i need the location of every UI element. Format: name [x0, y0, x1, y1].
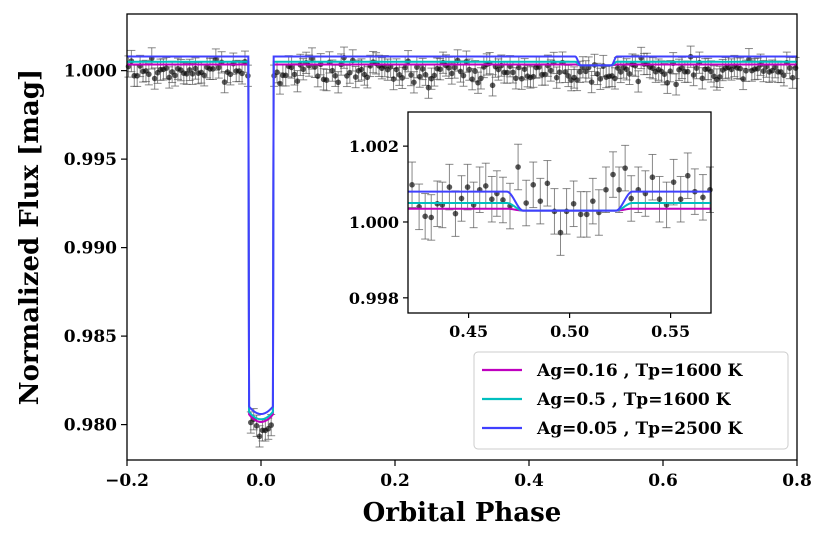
data-point — [718, 58, 727, 82]
inset-data-point — [698, 174, 707, 221]
y-axis-label: Normalized Flux [mag] — [15, 69, 45, 405]
inset-data-point — [536, 177, 545, 225]
inset-data-point — [588, 177, 597, 225]
data-point — [171, 64, 180, 87]
inset-data-point — [498, 176, 507, 224]
inset-data-point — [487, 175, 496, 223]
inset-data-point — [676, 175, 685, 223]
inset-data-point — [438, 181, 447, 229]
inset-data-point — [457, 175, 466, 222]
inset-axis-ticks: 0.45 0.50 0.55 0.998 1.000 1.002 — [349, 137, 690, 341]
inset-data-point — [543, 160, 552, 207]
data-point — [363, 66, 372, 89]
inset-data-point — [609, 151, 618, 198]
y-tick-label: 0.990 — [64, 239, 117, 259]
inset-data-point — [621, 144, 630, 192]
inset-data-point — [421, 193, 430, 240]
data-point — [255, 425, 264, 448]
inset-background — [408, 112, 711, 313]
inset-data-point — [582, 191, 591, 238]
inset-data-point — [655, 175, 664, 223]
model-line-series-1 — [127, 63, 797, 423]
inset-plot-data — [408, 143, 714, 256]
legend-entry-label: Ag=0.05 , Tp=2500 K — [536, 419, 743, 439]
data-point — [552, 66, 561, 89]
inset-data-point — [615, 166, 624, 213]
data-point — [409, 71, 418, 94]
inset-data-point — [529, 161, 538, 209]
y-tick-label: 0.985 — [64, 327, 117, 347]
inset-model-line-series-3 — [408, 190, 711, 212]
data-point — [546, 59, 555, 82]
inset-y-tick-label: 0.998 — [349, 289, 399, 308]
inset-panel: 0.45 0.50 0.55 0.998 1.000 1.002 — [349, 111, 714, 341]
data-point — [779, 64, 788, 87]
y-tick-label: 0.995 — [64, 150, 117, 170]
data-point — [211, 48, 220, 71]
inset-y-tick-label: 1.002 — [349, 137, 399, 156]
inset-data-point — [669, 158, 678, 206]
inset-data-point — [576, 191, 585, 238]
inset-x-tick-label: 0.50 — [550, 322, 589, 341]
inset-data-point — [506, 182, 515, 230]
data-point — [715, 65, 724, 89]
data-point — [150, 67, 159, 90]
inset-data-point — [601, 166, 610, 213]
inset-data-point — [569, 180, 578, 228]
data-point — [144, 63, 153, 86]
model-line-series-2 — [127, 60, 797, 421]
legend-entry-label: Ag=0.5 , Tp=1600 K — [536, 390, 732, 410]
inset-data-point — [522, 179, 531, 227]
legend-entry-label: Ag=0.16 , Tp=1600 K — [536, 361, 743, 381]
inset-axes-frame — [407, 111, 712, 314]
inset-data-point — [514, 143, 523, 191]
legend-box — [473, 351, 789, 450]
data-point — [267, 413, 276, 437]
y-tick-label: 1.000 — [64, 62, 117, 82]
main-plot-data — [124, 45, 800, 448]
x-tick-label: −0.2 — [105, 471, 149, 491]
data-point — [351, 65, 360, 89]
main-axis-ticks: −0.2 0.0 0.2 0.4 0.6 0.8 0.980 0.985 0.990 0.995 1… — [64, 62, 812, 491]
legend: Ag=0.16 , Tp=1600 K Ag=0.5 , Tp=1600 K Ag=… — [473, 351, 789, 450]
data-point — [476, 67, 485, 90]
model-line-series-3 — [127, 55, 797, 415]
inset-x-tick-label: 0.55 — [651, 322, 690, 341]
main-axes-frame — [126, 13, 798, 461]
data-point — [523, 65, 532, 88]
x-tick-label: 0.8 — [782, 471, 812, 491]
data-point — [415, 65, 424, 88]
x-tick-label: 0.2 — [380, 471, 410, 491]
data-point — [634, 70, 643, 93]
x-tick-label: 0.6 — [648, 471, 678, 491]
data-point — [593, 62, 602, 86]
data-point — [165, 66, 174, 89]
inset-y-tick-label: 1.000 — [349, 213, 399, 232]
x-tick-label: 0.0 — [246, 471, 276, 491]
x-tick-label: 0.4 — [514, 471, 544, 491]
x-axis-label: Orbital Phase — [363, 498, 562, 528]
inset-data-point — [627, 175, 636, 222]
inset-data-point — [408, 161, 417, 209]
inset-x-tick-label: 0.45 — [449, 322, 488, 341]
data-point — [447, 62, 456, 85]
y-tick-label: 0.980 — [64, 416, 117, 436]
data-point — [488, 74, 497, 97]
